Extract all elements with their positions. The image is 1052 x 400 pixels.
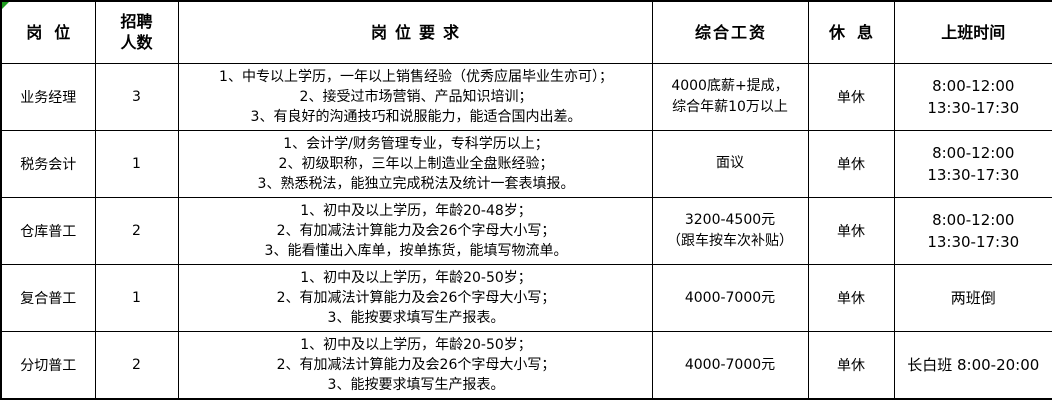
header-rest-label: 休息 (828, 22, 885, 42)
schedule-line: 8:00-12:00 (932, 76, 1015, 95)
header-position: 岗位 (0, 0, 96, 64)
cell-salary: 4000-7000元 (651, 331, 809, 400)
cell-headcount: 1 (94, 129, 179, 198)
cell-schedule: 8:00-12:00 13:30-17:30 (893, 196, 1052, 266)
schedule-line: 13:30-17:30 (927, 232, 1020, 251)
salary-line: （跟车按车次补贴） (667, 232, 793, 249)
requirement-line: 1、会计学/财务管理专业，专科学历以上； (283, 135, 549, 152)
requirement-line: 1、初中及以上学历，年龄20-48岁； (300, 202, 532, 219)
salary-line: 4000-7000元 (684, 289, 776, 306)
cell-rest: 单休 (807, 264, 895, 333)
cell-schedule: 长白班 8:00-20:00 (893, 331, 1052, 400)
schedule-line: 13:30-17:30 (927, 98, 1020, 117)
table-header-row: 岗位 招聘人数 岗位要求 综合工资 休息 上班时间 (0, 0, 1052, 64)
schedule-line: 8:00-12:00 (932, 143, 1015, 162)
requirement-line: 3、能按要求填写生产报表。 (327, 377, 505, 394)
header-salary: 综合工资 (651, 0, 809, 64)
cell-headcount: 1 (94, 264, 179, 333)
requirement-line: 2、接受过市场营销、产品知识培训； (299, 88, 533, 105)
header-requirements: 岗位要求 (177, 0, 653, 64)
cell-rest: 单休 (807, 196, 895, 266)
cell-rest: 单休 (807, 331, 895, 400)
cell-headcount: 3 (94, 62, 179, 131)
cell-position: 复合普工 (0, 264, 96, 333)
requirement-line: 2、有加减法计算能力及会26个字母大小写； (276, 222, 556, 239)
table-row: 业务经理 3 1、中专以上学历，一年以上销售经验（优秀应届毕业生亦可）； 2、接… (0, 62, 1052, 131)
header-headcount-label: 招聘人数 (120, 12, 153, 53)
table-row: 复合普工 1 1、初中及以上学历，年龄20-50岁； 2、有加减法计算能力及会2… (0, 264, 1052, 333)
cell-salary: 3200-4500元 （跟车按车次补贴） (651, 196, 809, 266)
cell-salary: 面议 (651, 129, 809, 198)
cell-rest: 单休 (807, 129, 895, 198)
cell-salary: 4000-7000元 (651, 264, 809, 333)
schedule-line: 两班倒 (950, 289, 996, 308)
cell-headcount: 2 (94, 196, 179, 266)
table-row: 仓库普工 2 1、初中及以上学历，年龄20-48岁； 2、有加减法计算能力及会2… (0, 196, 1052, 266)
header-requirements-label: 岗位要求 (370, 22, 467, 42)
salary-line: 3200-4500元 (684, 211, 776, 228)
requirement-line: 3、能看懂出入库单，按单拣货，能填写物流单。 (264, 242, 568, 259)
cell-salary: 4000底薪+提成， 综合年薪10万以上 (651, 62, 809, 131)
salary-line: 综合年薪10万以上 (672, 98, 788, 115)
requirement-line: 2、有加减法计算能力及会26个字母大小写； (276, 357, 556, 374)
requirement-line: 2、有加减法计算能力及会26个字母大小写； (276, 290, 556, 307)
requirement-line: 1、中专以上学历，一年以上销售经验（优秀应届毕业生亦可）； (219, 68, 613, 85)
cell-headcount: 2 (94, 331, 179, 400)
table-row: 税务会计 1 1、会计学/财务管理专业，专科学历以上； 2、初级职称，三年以上制… (0, 129, 1052, 198)
requirement-line: 1、初中及以上学历，年龄20-50岁； (300, 337, 532, 354)
salary-line: 4000底薪+提成， (671, 77, 789, 94)
cell-position: 业务经理 (0, 62, 96, 131)
requirement-line: 3、有良好的沟通技巧和说服能力，能适合国内出差。 (250, 108, 582, 125)
cell-requirements: 1、会计学/财务管理专业，专科学历以上； 2、初级职称，三年以上制造业全盘账经验… (177, 129, 653, 198)
requirement-line: 1、初中及以上学历，年龄20-50岁； (300, 270, 532, 287)
green-corner-triangle-icon (2, 2, 9, 9)
cell-position: 分切普工 (0, 331, 96, 400)
table-row: 分切普工 2 1、初中及以上学历，年龄20-50岁； 2、有加减法计算能力及会2… (0, 331, 1052, 400)
cell-position: 仓库普工 (0, 196, 96, 266)
cell-requirements: 1、初中及以上学历，年龄20-48岁； 2、有加减法计算能力及会26个字母大小写… (177, 196, 653, 266)
cell-requirements: 1、中专以上学历，一年以上销售经验（优秀应届毕业生亦可）； 2、接受过市场营销、… (177, 62, 653, 131)
cell-schedule: 8:00-12:00 13:30-17:30 (893, 129, 1052, 198)
schedule-line: 长白班 8:00-20:00 (907, 356, 1040, 375)
header-position-label: 岗位 (26, 22, 83, 42)
salary-line: 面议 (716, 155, 744, 172)
cell-position: 税务会计 (0, 129, 96, 198)
header-rest: 休息 (807, 0, 895, 64)
schedule-line: 8:00-12:00 (932, 210, 1015, 229)
requirement-line: 3、能按要求填写生产报表。 (327, 310, 505, 327)
cell-rest: 单休 (807, 62, 895, 131)
header-schedule: 上班时间 (893, 0, 1052, 64)
cell-schedule: 两班倒 (893, 264, 1052, 333)
cell-requirements: 1、初中及以上学历，年龄20-50岁； 2、有加减法计算能力及会26个字母大小写… (177, 331, 653, 400)
cell-requirements: 1、初中及以上学历，年龄20-50岁； 2、有加减法计算能力及会26个字母大小写… (177, 264, 653, 333)
requirement-line: 2、初级职称，三年以上制造业全盘账经验； (278, 155, 554, 172)
header-schedule-label: 上班时间 (941, 22, 1006, 42)
schedule-line: 13:30-17:30 (927, 165, 1020, 184)
header-salary-label: 综合工资 (694, 22, 767, 42)
salary-line: 4000-7000元 (684, 356, 776, 373)
header-headcount: 招聘人数 (94, 0, 179, 64)
cell-schedule: 8:00-12:00 13:30-17:30 (893, 62, 1052, 131)
requirement-line: 3、熟悉税法，能独立完成税法及统计一套表填报。 (257, 175, 575, 192)
